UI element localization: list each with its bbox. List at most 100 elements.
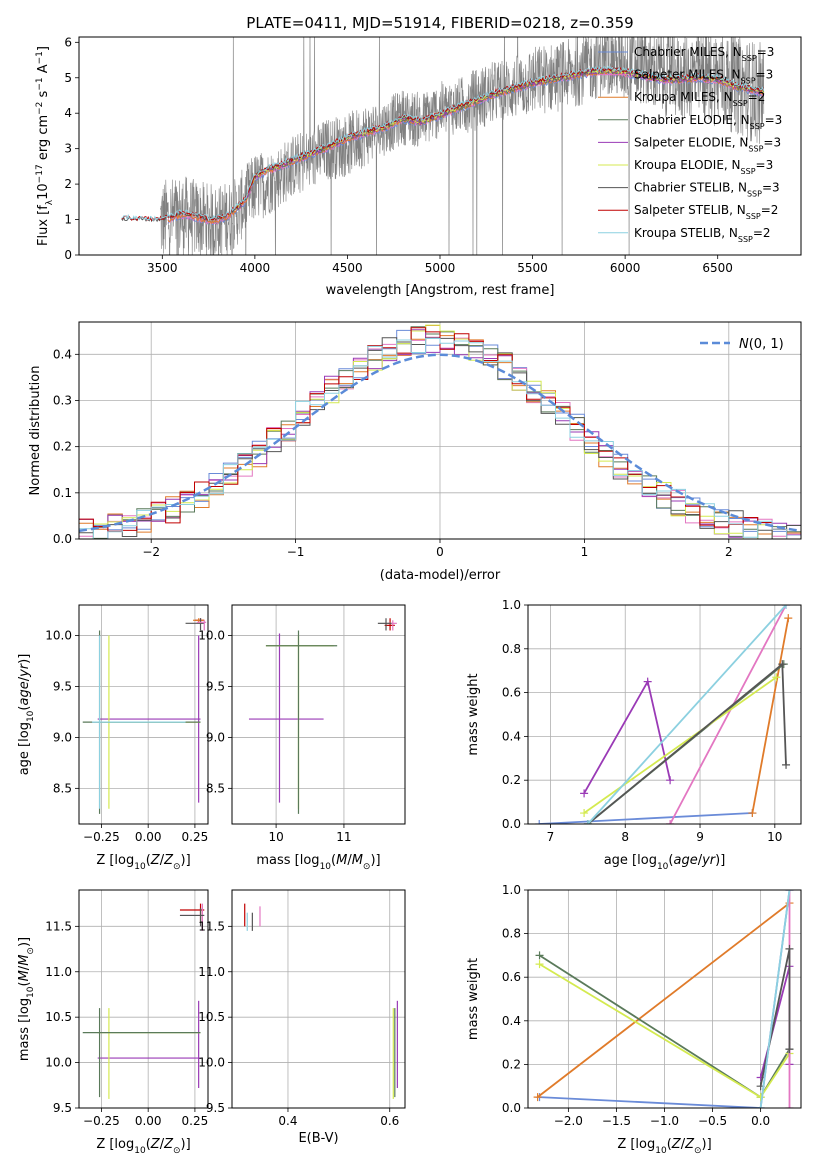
x-tick-label: 2 bbox=[725, 545, 733, 559]
x-tick-label: 6500 bbox=[702, 261, 733, 275]
y-tick-label: 10.0 bbox=[45, 1056, 72, 1070]
errorbar-point bbox=[82, 1008, 201, 1098]
residual-histogram bbox=[79, 329, 801, 539]
errorbar-point bbox=[97, 1000, 201, 1089]
y-tick-label: 10.0 bbox=[45, 629, 72, 643]
mass-weight-line bbox=[669, 605, 787, 824]
mass-weight-line bbox=[759, 948, 791, 1087]
axes-frame bbox=[527, 889, 802, 1109]
y-tick-label: 0.0 bbox=[502, 817, 521, 831]
y-axis-label: age [log10(age/yr)] bbox=[17, 654, 36, 776]
x-tick-label: 7 bbox=[547, 830, 555, 844]
x-tick-label: −2.0 bbox=[554, 1114, 583, 1128]
x-tick-label: −1.0 bbox=[650, 1114, 679, 1128]
axes-frame bbox=[527, 604, 802, 825]
x-tick-label: 0.25 bbox=[182, 830, 209, 844]
plot-area bbox=[244, 903, 398, 1099]
panel-2: −0.25 0.00 0.25 8.5 9.0 9.5 10.0 Z [log10(Z/Z⊙)… bbox=[17, 604, 209, 872]
mass-weight-marker bbox=[748, 809, 757, 818]
errorbar-point bbox=[196, 620, 207, 631]
legend-entry: Kroupa MILES, NSSP=2 bbox=[634, 90, 765, 108]
y-tick-label: 0.4 bbox=[502, 729, 521, 743]
legend-entry: Salpeter ELODIE, NSSP=3 bbox=[634, 135, 781, 153]
x-tick-label: 5000 bbox=[425, 261, 456, 275]
residual-histogram bbox=[79, 338, 801, 539]
panel-0: 3500 4000 4500 5000 5500 6000 6500 0 1 2 3 4 5 6 PLATE… bbox=[35, 14, 802, 298]
y-tick-label: 0.6 bbox=[502, 970, 521, 984]
mass-weight-marker bbox=[782, 605, 791, 609]
mass-weight-marker bbox=[643, 677, 652, 686]
y-tick-label: 0.2 bbox=[502, 1057, 521, 1071]
x-tick-label: 0.4 bbox=[278, 1114, 297, 1128]
y-tick-label: 0.6 bbox=[502, 686, 521, 700]
panel-7: −2.0 −1.5 −1.0 −0.5 0.0 0.0 0.2 0.4 0.6 0.8 1.0 Z [… bbox=[466, 883, 802, 1156]
x-tick-label: −0.25 bbox=[83, 1114, 120, 1128]
axes-frame bbox=[231, 889, 406, 1109]
y-tick-label: 9.0 bbox=[206, 730, 225, 744]
y-tick-label: 6 bbox=[64, 35, 72, 49]
y-tick-label: 0.2 bbox=[53, 440, 72, 454]
legend: Chabrier MILES, NSSP=3 Salpeter MILES, NS… bbox=[598, 45, 782, 243]
axes-frame bbox=[231, 604, 406, 825]
y-tick-label: 0.1 bbox=[53, 486, 72, 500]
y-tick-label: 1.0 bbox=[502, 883, 521, 897]
legend-entry: Salpeter STELIB, NSSP=2 bbox=[634, 203, 778, 221]
y-tick-label: 11.0 bbox=[45, 965, 72, 979]
mass-weight-marker bbox=[784, 614, 793, 623]
y-tick-label: 1 bbox=[64, 213, 72, 227]
x-axis-label: (data-model)/error bbox=[380, 568, 501, 583]
mass-weight-marker bbox=[666, 820, 675, 824]
observed-spectrum bbox=[160, 37, 765, 255]
legend-entry: Chabrier ELODIE, NSSP=3 bbox=[634, 113, 782, 131]
mass-weight-marker bbox=[533, 1093, 542, 1102]
axes-frame bbox=[78, 36, 802, 256]
y-tick-label: 11.5 bbox=[45, 919, 72, 933]
mass-weight-marker bbox=[785, 890, 794, 894]
legend-entry: Kroupa ELODIE, NSSP=3 bbox=[634, 158, 773, 176]
plot-area bbox=[533, 890, 794, 1108]
mass-weight-marker bbox=[535, 960, 544, 969]
legend-entry: Kroupa STELIB, NSSP=2 bbox=[634, 226, 771, 244]
x-tick-label: 3500 bbox=[147, 261, 178, 275]
axes-frame bbox=[78, 604, 209, 825]
x-tick-label: 4500 bbox=[332, 261, 363, 275]
x-tick-label: 0.00 bbox=[135, 1114, 162, 1128]
x-tick-label: −1 bbox=[287, 545, 305, 559]
mass-weight-line bbox=[583, 679, 671, 794]
y-tick-label: 0.2 bbox=[502, 773, 521, 787]
mass-weight-line bbox=[583, 676, 777, 814]
y-tick-label: 10.5 bbox=[198, 1010, 225, 1024]
panel-3: 10 11 8.5 9.0 9.5 10.0 mass [log10(M/M⊙)] bbox=[198, 604, 406, 872]
model-spectrum-line bbox=[121, 65, 765, 221]
x-tick-label: 0 bbox=[436, 545, 444, 559]
mass-weight-marker bbox=[756, 1093, 765, 1102]
x-tick-label: 0.0 bbox=[751, 1114, 770, 1128]
y-tick-label: 0.4 bbox=[53, 347, 72, 361]
mass-weight-line bbox=[751, 617, 790, 814]
y-tick-label: 0 bbox=[64, 248, 72, 262]
axes-frame bbox=[78, 889, 209, 1109]
y-tick-label: 9.5 bbox=[206, 679, 225, 693]
y-tick-label: 3 bbox=[64, 142, 72, 156]
mass-weight-line bbox=[537, 902, 791, 1098]
x-tick-label: 0.6 bbox=[380, 1114, 399, 1128]
x-tick-label: 10 bbox=[767, 830, 782, 844]
mass-weight-line bbox=[539, 812, 753, 824]
y-tick-label: 0.0 bbox=[502, 1101, 521, 1115]
y-tick-label: 1.0 bbox=[502, 598, 521, 612]
panel-4: 7 8 9 10 0.0 0.2 0.4 0.6 0.8 1.0 age [log10(age/yr… bbox=[466, 598, 802, 872]
legend-entry: N(0, 1) bbox=[739, 337, 784, 352]
panel-1: −2 −1 0 1 2 0.0 0.1 0.2 0.3 0.4 (data-model)/error… bbox=[28, 321, 802, 583]
y-tick-label: 0.8 bbox=[502, 642, 521, 656]
mass-weight-marker bbox=[535, 951, 544, 960]
mass-weight-marker bbox=[535, 820, 544, 824]
errorbar-point bbox=[185, 618, 205, 631]
normal-curve bbox=[79, 353, 801, 533]
x-axis-label: age [log10(age/yr)] bbox=[604, 853, 726, 872]
y-tick-label: 11.0 bbox=[198, 965, 225, 979]
mass-weight-line bbox=[759, 890, 791, 1108]
plot-area bbox=[248, 618, 397, 814]
x-axis-label: Z [log10(Z/Z⊙)] bbox=[96, 853, 190, 872]
y-tick-label: 5 bbox=[64, 71, 72, 85]
